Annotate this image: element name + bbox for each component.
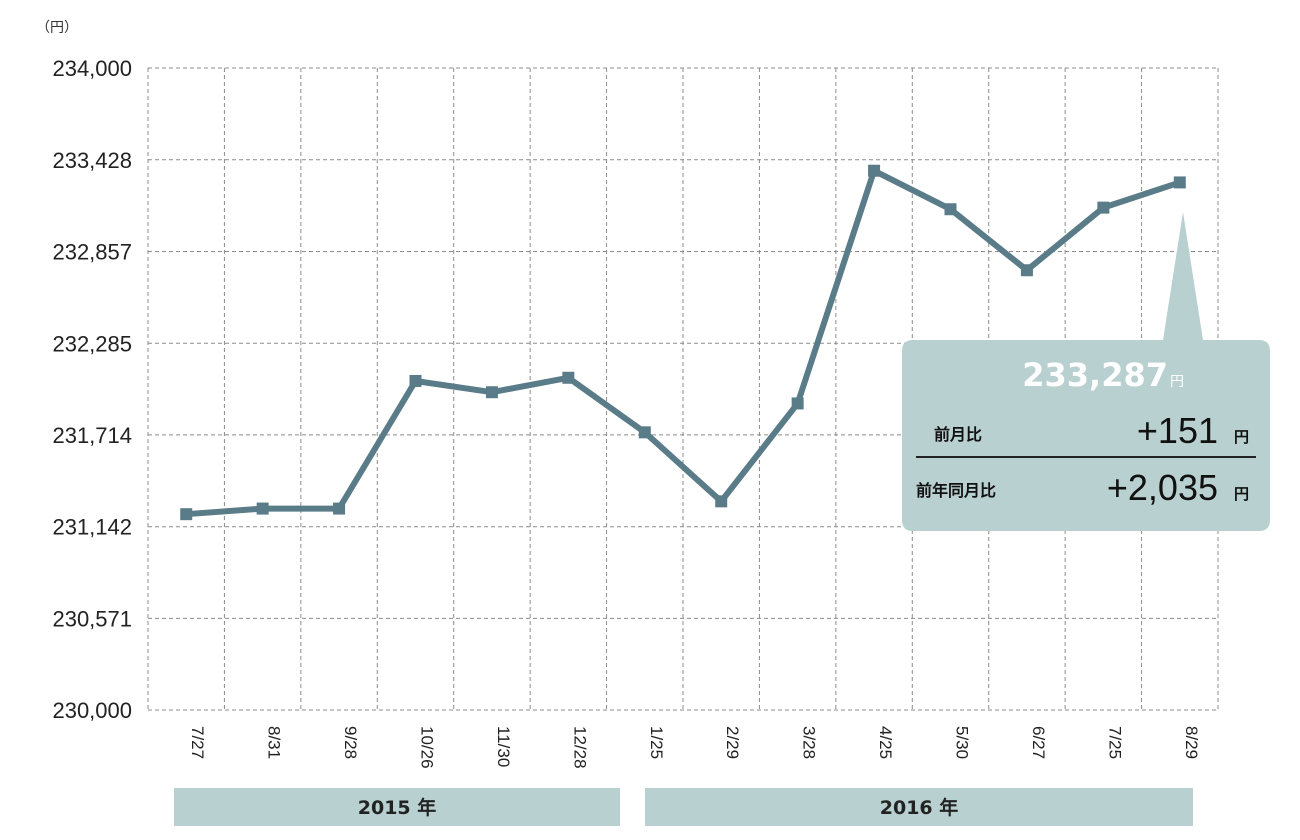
callout-row-unit-mom: 円 [1234, 428, 1249, 446]
x-tick-label: 6/27 [1029, 726, 1048, 759]
series-point [868, 164, 881, 177]
y-axis-ticks: 234,000 233,428 232,857 232,285 231,714 231,1… [52, 56, 132, 723]
callout-row-value-mom: +151 [1137, 410, 1218, 451]
x-tick-label: 3/28 [800, 726, 819, 759]
y-tick-label: 232,857 [52, 239, 132, 264]
series-point [485, 386, 498, 399]
year-band [174, 788, 620, 826]
callout-row-label-mom: 前月比 [934, 425, 982, 444]
y-tick-label: 231,714 [52, 423, 132, 448]
callout: 233,287 円 前月比 +151 円 前年同月比 +2,035 円 [902, 212, 1270, 531]
y-tick-label: 231,142 [52, 515, 132, 540]
x-tick-label: 2/29 [723, 726, 742, 759]
x-tick-label: 4/25 [876, 726, 895, 759]
x-tick-label: 8/31 [265, 726, 284, 759]
series-point [944, 203, 957, 216]
callout-box [902, 212, 1270, 531]
callout-row-label-yoy: 前年同月比 [916, 481, 996, 500]
y-tick-label: 232,285 [52, 331, 132, 356]
x-tick-label: 11/30 [494, 726, 513, 767]
year-band-label: 2015 年 [358, 796, 437, 819]
year-band [645, 788, 1193, 826]
year-band-label: 2016 年 [880, 796, 959, 819]
x-tick-label: 10/26 [418, 726, 437, 769]
series-line [185, 167, 1181, 518]
series-point [638, 426, 651, 439]
callout-value: 233,287 [1022, 356, 1168, 394]
series-point [1020, 264, 1033, 277]
x-tick-label: 7/25 [1105, 726, 1124, 759]
callout-value-unit: 円 [1170, 374, 1184, 390]
x-tick-label: 7/27 [188, 726, 207, 759]
callout-row-value-yoy: +2,035 [1107, 467, 1218, 508]
grid [147, 67, 1219, 711]
series-points [180, 164, 1186, 521]
series-point [715, 495, 728, 508]
series-point [256, 502, 269, 515]
series-point [409, 374, 422, 387]
x-tick-label: 8/29 [1182, 726, 1201, 759]
y-tick-label: 233,428 [52, 148, 132, 173]
y-tick-label: 234,000 [52, 56, 132, 81]
x-tick-label: 1/25 [647, 726, 666, 759]
y-unit-label: （円） [36, 20, 78, 36]
y-tick-label: 230,000 [52, 698, 132, 723]
series-point [562, 371, 575, 384]
series-point [1173, 176, 1186, 189]
series-point [791, 397, 804, 410]
callout-row-unit-yoy: 円 [1234, 485, 1249, 503]
series-point [333, 502, 346, 515]
x-tick-label: 5/30 [953, 726, 972, 759]
series-point [180, 508, 193, 521]
x-tick-label: 9/28 [341, 726, 360, 759]
y-tick-label: 230,571 [52, 606, 132, 631]
x-tick-label: 12/28 [570, 726, 589, 769]
series-point [1097, 201, 1110, 214]
x-axis-ticks: 7/27 8/31 9/28 10/26 11/30 12/28 1/25 2/29 3/28 4… [188, 726, 1201, 769]
year-bands: 2015 年 2016 年 [174, 788, 1193, 826]
